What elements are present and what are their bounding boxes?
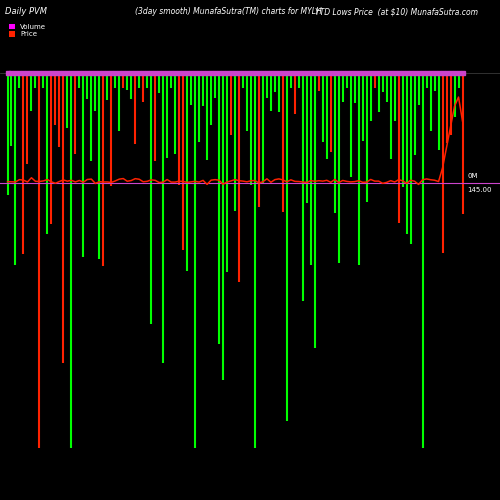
Text: 145.00: 145.00 bbox=[468, 188, 492, 194]
Text: (3day smooth) MunafaSutra(TM) charts for MYLH: (3day smooth) MunafaSutra(TM) charts for… bbox=[135, 8, 322, 16]
Text: 0M: 0M bbox=[468, 172, 478, 178]
Text: YTD Lows Price  (at $10) MunafaSutra.com: YTD Lows Price (at $10) MunafaSutra.com bbox=[315, 8, 478, 16]
Text: Daily PVM: Daily PVM bbox=[5, 8, 47, 16]
Legend: Volume, Price: Volume, Price bbox=[8, 24, 47, 38]
